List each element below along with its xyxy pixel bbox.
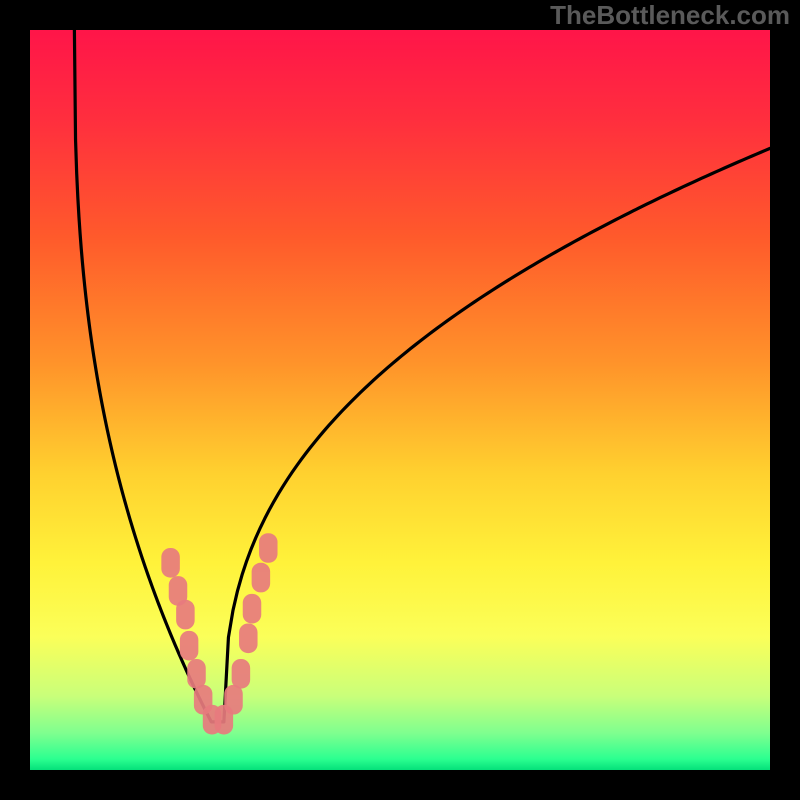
data-marker xyxy=(161,548,180,578)
plot-area xyxy=(30,30,770,770)
data-marker xyxy=(180,631,199,661)
data-marker xyxy=(176,600,195,630)
watermark-text: TheBottleneck.com xyxy=(550,0,790,31)
data-marker xyxy=(232,659,251,689)
data-marker xyxy=(259,533,278,563)
data-marker xyxy=(252,563,271,593)
data-marker xyxy=(187,659,206,689)
data-marker xyxy=(239,623,257,653)
data-marker xyxy=(243,594,262,624)
markers-layer xyxy=(30,30,770,770)
data-marker xyxy=(224,685,243,715)
